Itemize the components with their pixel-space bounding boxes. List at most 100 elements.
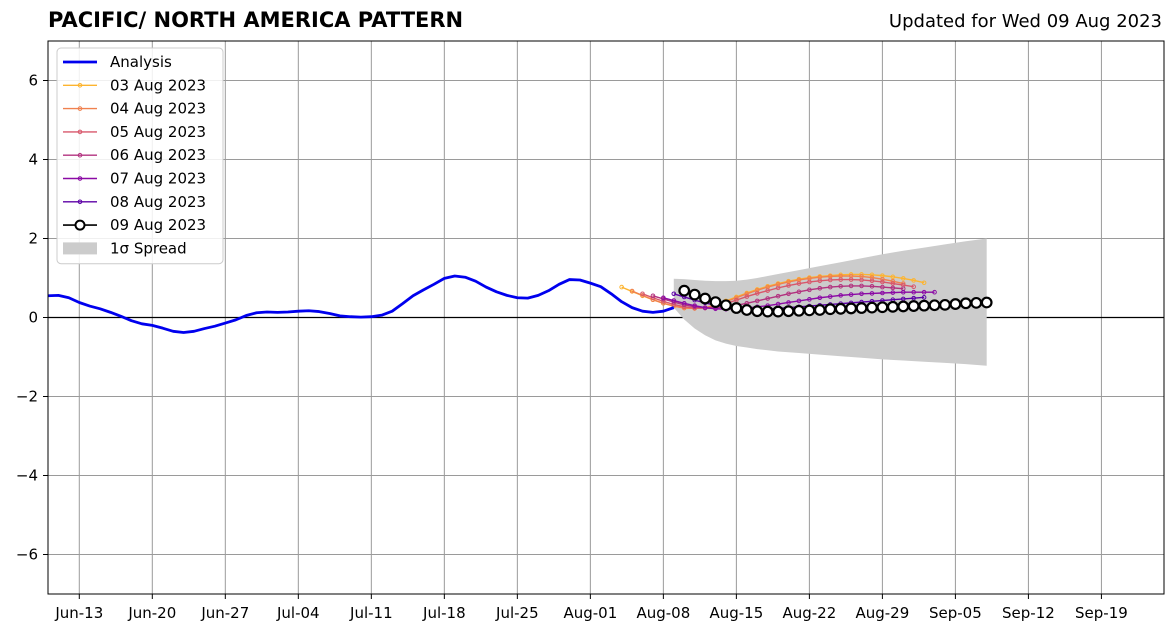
legend-label: 03 Aug 2023 — [110, 76, 206, 94]
series-line — [642, 278, 914, 309]
data-point — [720, 299, 732, 312]
legend-marker — [77, 129, 83, 135]
data-point — [827, 294, 833, 299]
legend-item: 09 Aug 2023 — [63, 216, 206, 234]
data-point — [876, 301, 889, 314]
x-tick-label: Jul-04 — [276, 604, 320, 622]
data-point — [640, 293, 645, 298]
data-point — [807, 287, 812, 293]
data-point — [907, 300, 920, 312]
data-point — [671, 291, 677, 297]
data-point — [859, 277, 864, 283]
y-tick-label: 2 — [28, 230, 38, 248]
y-tick-label: −4 — [16, 467, 38, 485]
data-point — [678, 284, 691, 297]
legend-label: Analysis — [110, 53, 172, 71]
data-point — [824, 303, 837, 316]
chart-subtitle: Updated for Wed 09 Aug 2023 — [888, 11, 1162, 32]
data-point — [886, 300, 899, 313]
data-point — [765, 288, 770, 293]
series-09-aug-2023 — [678, 284, 993, 318]
data-point — [807, 279, 812, 285]
data-point — [661, 295, 666, 301]
x-tick-label: Jun-20 — [127, 604, 176, 622]
legend-label: 06 Aug 2023 — [110, 146, 206, 164]
data-point — [869, 272, 875, 278]
legend-label: 05 Aug 2023 — [110, 123, 206, 141]
data-point — [702, 305, 708, 310]
data-point — [782, 305, 795, 318]
data-point — [880, 290, 885, 296]
x-tick-label: Jul-11 — [349, 604, 393, 622]
legend-label: 07 Aug 2023 — [110, 170, 206, 188]
data-point — [813, 304, 826, 316]
data-point — [699, 292, 711, 305]
data-point — [796, 281, 802, 286]
data-point — [869, 278, 875, 284]
legend-item: 08 Aug 2023 — [63, 193, 206, 211]
data-point — [939, 298, 951, 311]
x-tick-label: Sep-05 — [929, 604, 982, 622]
data-point — [692, 303, 697, 308]
data-point — [911, 289, 916, 295]
data-point — [911, 295, 916, 301]
data-point — [807, 297, 812, 302]
data-point — [796, 289, 802, 295]
legend-marker — [77, 199, 83, 205]
data-point — [848, 283, 854, 289]
data-point — [845, 302, 858, 315]
legend-item: 04 Aug 2023 — [63, 100, 206, 118]
data-point — [932, 289, 937, 295]
x-tick-label: Jul-25 — [495, 604, 539, 622]
data-point — [921, 289, 927, 295]
legend-marker — [74, 219, 86, 231]
data-point — [751, 305, 764, 318]
data-point — [921, 280, 927, 286]
legend-box — [56, 47, 224, 265]
data-point — [786, 300, 791, 305]
data-point — [827, 284, 833, 290]
data-point — [897, 300, 910, 313]
data-point — [650, 293, 656, 299]
x-tick-label: Jun-27 — [200, 604, 249, 622]
data-point — [754, 291, 760, 296]
y-tick-label: 4 — [28, 151, 38, 169]
x-tick-label: Aug-08 — [636, 604, 690, 622]
data-point — [786, 283, 791, 288]
legend-label: 04 Aug 2023 — [110, 100, 206, 118]
data-point — [761, 305, 774, 318]
data-point — [629, 288, 635, 294]
x-tick-label: Aug-22 — [782, 604, 836, 622]
x-tick-label: Aug-29 — [855, 604, 909, 622]
data-point — [959, 297, 972, 310]
analysis-line — [48, 274, 675, 334]
plot-area — [48, 238, 993, 366]
data-point — [859, 283, 864, 289]
data-point — [681, 300, 687, 306]
y-tick-label: −2 — [16, 388, 38, 406]
data-point — [855, 302, 868, 314]
data-point — [838, 277, 843, 282]
legend-item: 07 Aug 2023 — [63, 170, 206, 188]
data-point — [744, 291, 750, 297]
legend-item: 06 Aug 2023 — [63, 146, 206, 164]
data-point — [890, 281, 896, 286]
data-point — [619, 284, 624, 290]
data-point — [949, 298, 962, 310]
legend: Analysis 03 Aug 2023 04 Aug 2023 05 Aug 202… — [56, 47, 224, 265]
x-tick-label: Jun-13 — [54, 604, 103, 622]
y-tick-label: 6 — [28, 72, 38, 90]
data-point — [744, 294, 750, 299]
data-point — [880, 284, 885, 290]
data-point — [911, 278, 916, 283]
legend-marker — [77, 152, 83, 158]
data-point — [848, 277, 854, 282]
data-point — [838, 283, 843, 289]
legend-label: 08 Aug 2023 — [110, 193, 206, 211]
data-point — [848, 292, 854, 297]
data-point — [709, 296, 722, 308]
data-point — [688, 288, 701, 301]
series-line — [652, 285, 904, 309]
